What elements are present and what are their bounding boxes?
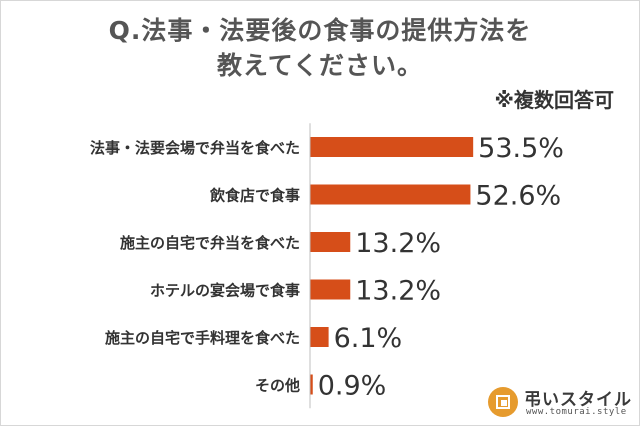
value-label: 13.2%	[355, 276, 441, 307]
logo-icon	[488, 387, 518, 417]
multiple-answers-note: ※複数回答可	[494, 88, 614, 112]
brand: 弔いスタイル www.tomurai.style	[488, 385, 638, 423]
category-label: ホテルの宴会場で食事	[150, 282, 300, 300]
bars	[310, 137, 474, 395]
category-label: 法事・法要会場で弁当を食べた	[90, 139, 300, 157]
value-labels: 53.5% 52.6% 13.2% 13.2% 6.1% 0.9%	[318, 133, 564, 402]
bar	[310, 374, 313, 395]
category-labels: 法事・法要会場で弁当を食べた飲食店で食事施主の自宅で弁当を食べたホテルの宴会場で…	[90, 139, 300, 395]
bar	[310, 184, 471, 205]
value-label: 13.2%	[355, 228, 441, 259]
category-label: 施主の自宅で手料理を食べた	[105, 329, 300, 347]
bar	[310, 279, 351, 300]
chart-title-line-2: 教えてください。	[216, 51, 423, 80]
value-label: 0.9%	[318, 371, 387, 402]
brand-url: www.tomurai.style	[526, 407, 627, 417]
brand-name: 弔いスタイル	[524, 390, 632, 410]
value-label: 6.1%	[334, 323, 403, 354]
category-label: その他	[255, 377, 300, 395]
bar	[310, 327, 329, 347]
category-label: 飲食店で食事	[209, 187, 300, 205]
bar	[310, 232, 351, 252]
value-label: 53.5%	[478, 133, 564, 164]
value-label: 52.6%	[475, 181, 561, 212]
bar	[310, 137, 474, 157]
chart-title-line-1: Q.法事・法要後の食事の提供方法を	[108, 16, 532, 45]
category-label: 施主の自宅で弁当を食べた	[120, 234, 300, 252]
